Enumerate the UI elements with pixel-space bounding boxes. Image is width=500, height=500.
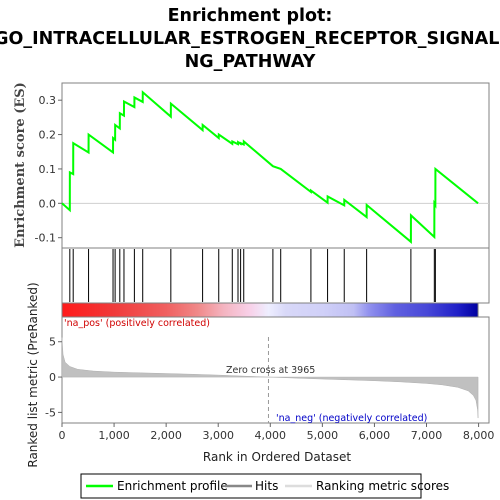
metric-y-axis-label: Ranked list metric (PreRanked): [26, 282, 40, 467]
ranking-metric-area: [61, 337, 479, 419]
negative-correlation-label: 'na_neg' (negatively correlated): [276, 413, 427, 424]
es-y-tick-label: 0.1: [39, 163, 57, 176]
es-y-tick-label: -0.1: [35, 232, 56, 245]
x-tick-label: 4,000: [255, 429, 287, 442]
ranked-metric-panel: 5 0 -5 'na_pos' (positively correlated) Ze…: [45, 316, 490, 424]
x-tick-label: 5,000: [307, 429, 339, 442]
es-y-ticks: 0.3 0.2 0.1 0.0 -0.1: [35, 94, 62, 245]
x-tick-label: 8,000: [463, 429, 495, 442]
positive-correlation-label: 'na_pos' (positively correlated): [64, 318, 210, 329]
x-tick-label: 2,000: [150, 429, 182, 442]
enrichment-score-panel: 0.3 0.2 0.1 0.0 -0.1: [35, 82, 490, 249]
x-axis-label: Rank in Ordered Dataset: [203, 450, 351, 464]
x-axis-ticks: 0 1,000 2,000 3,000 4,000 5,000 6,000 7,000 8,00…: [59, 423, 495, 442]
es-panel-frame: [61, 82, 490, 249]
x-tick-label: 7,000: [411, 429, 443, 442]
metric-y-tick-label: 0: [49, 371, 56, 384]
metric-y-tick-label: -5: [45, 406, 56, 419]
plot-title-line-3: NG_PATHWAY: [185, 52, 316, 72]
enrichment-profile-line: [61, 90, 479, 244]
hits-panel-frame: [61, 247, 490, 304]
plot-title-line-1: Enrichment plot:: [168, 6, 333, 26]
x-tick-label: 6,000: [359, 429, 391, 442]
legend-profile-label: Enrichment profile: [117, 479, 228, 493]
x-tick-label: 3,000: [202, 429, 234, 442]
ranking-colorbar: [61, 302, 479, 318]
hit-markers: [69, 249, 436, 302]
x-tick-label: 0: [59, 429, 66, 442]
legend: Enrichment profile Hits Ranking metric s…: [80, 473, 449, 499]
es-y-tick-label: 0.0: [39, 197, 57, 210]
metric-panel-frame: [61, 316, 490, 424]
zero-cross-label: Zero cross at 3965: [226, 365, 315, 376]
plot-title-line-2: GO_INTRACELLULAR_ESTROGEN_RECEPTOR_SIGNA…: [0, 29, 500, 49]
legend-hits-label: Hits: [255, 479, 278, 493]
legend-metric-label: Ranking metric scores: [316, 479, 449, 493]
es-y-axis-label: Enrichment score (ES): [13, 82, 28, 248]
metric-y-tick-label: 5: [49, 336, 56, 349]
metric-y-ticks: 5 0 -5: [45, 336, 62, 419]
es-y-tick-label: 0.3: [39, 94, 57, 107]
x-tick-label: 1,000: [98, 429, 130, 442]
hits-panel: [61, 247, 490, 304]
es-y-tick-label: 0.2: [39, 129, 57, 142]
